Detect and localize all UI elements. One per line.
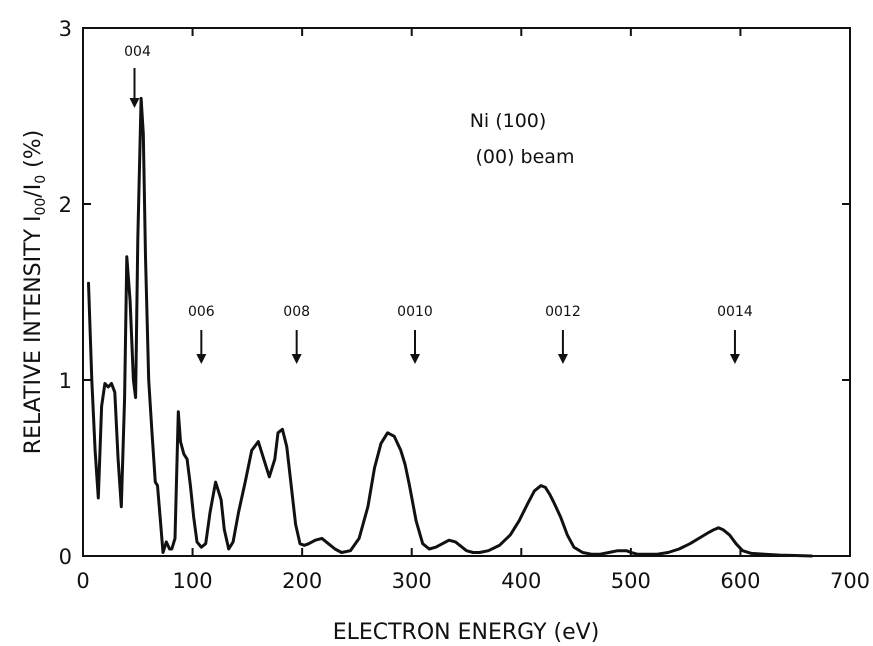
annotation-label-0: 004 bbox=[124, 44, 151, 60]
annotation-arrowhead-0 bbox=[129, 98, 140, 108]
x-tick-label-0: 0 bbox=[76, 569, 89, 593]
y-axis-title: RELATIVE INTENSITY I00/I0 (%) bbox=[21, 130, 49, 454]
y-axis-title-sub2: 0 bbox=[33, 175, 49, 184]
x-tick-label-3: 300 bbox=[392, 569, 432, 593]
x-tick-label-2: 200 bbox=[282, 569, 322, 593]
annotation-label-4: 0012 bbox=[545, 304, 581, 320]
annotation-layer: 004 006 008 0010 0012 0014 bbox=[124, 44, 753, 364]
y-axis-title-tail: (%) bbox=[21, 130, 46, 175]
tick-labels: 0 100 200 300 400 500 600 700 0 1 2 3 bbox=[59, 17, 870, 593]
plot-frame bbox=[82, 27, 851, 557]
x-axis-title: ELECTRON ENERGY (eV) bbox=[333, 620, 600, 645]
annotation-arrowhead-5 bbox=[729, 354, 740, 364]
annotation-arrowhead-3 bbox=[410, 354, 421, 364]
y-tick-label-3: 3 bbox=[59, 17, 72, 41]
x-tick-label-6: 600 bbox=[720, 569, 760, 593]
x-tick-label-5: 500 bbox=[611, 569, 651, 593]
annotation-arrowhead-1 bbox=[196, 354, 207, 364]
y-tick-label-1: 1 bbox=[59, 369, 72, 393]
series-line-0 bbox=[87, 96, 814, 558]
axis-ticks bbox=[82, 27, 851, 557]
x-tick-label-4: 400 bbox=[501, 569, 541, 593]
y-axis-title-sub1: 00 bbox=[33, 198, 49, 216]
note-sample: Ni (100) bbox=[470, 110, 547, 132]
x-tick-label-1: 100 bbox=[173, 569, 213, 593]
annotation-arrowhead-2 bbox=[291, 354, 302, 364]
annotation-label-5: 0014 bbox=[717, 304, 753, 320]
series-layer bbox=[87, 96, 814, 558]
note-beam: (00) beam bbox=[476, 146, 575, 168]
y-tick-label-0: 0 bbox=[59, 545, 72, 569]
y-axis-title-main: RELATIVE INTENSITY I bbox=[21, 216, 46, 455]
annotation-arrowhead-4 bbox=[557, 354, 568, 364]
y-tick-label-2: 2 bbox=[59, 193, 72, 217]
annotation-label-2: 008 bbox=[283, 304, 310, 320]
x-tick-label-7: 700 bbox=[830, 569, 870, 593]
annotation-label-1: 006 bbox=[188, 304, 215, 320]
y-axis-title-mid: /I bbox=[21, 184, 46, 198]
annotation-label-3: 0010 bbox=[397, 304, 433, 320]
